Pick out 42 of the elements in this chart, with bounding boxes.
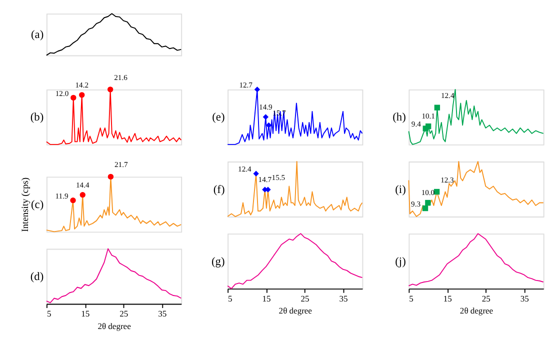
text: (b)	[30, 112, 44, 124]
annotation: 12.0	[55, 88, 69, 98]
x-tick-label: 35	[520, 293, 529, 304]
annotation: 21.6	[114, 72, 128, 82]
x-tick-label: 25	[482, 293, 490, 304]
text: (c)	[31, 198, 44, 211]
x-axis-title: 2θ degree	[460, 306, 494, 316]
annotation: 10.0	[421, 188, 435, 198]
x-tick-label: 5	[409, 293, 414, 304]
annotation: 12.4	[238, 164, 252, 174]
annotation: 9.4	[411, 120, 422, 129]
text: (a)	[31, 29, 44, 42]
annotation: 10.1	[422, 112, 436, 121]
text: (e)	[212, 112, 225, 124]
annotation: 9.3	[411, 199, 421, 208]
x-tick-label: 35	[158, 308, 167, 319]
x-tick-label: 15	[443, 293, 452, 304]
text: (h)	[392, 112, 406, 124]
text: (i)	[395, 184, 406, 196]
x-axis-title: 2θ degree	[278, 306, 312, 316]
annotation: 15.5	[272, 173, 286, 182]
text: (d)	[30, 271, 44, 284]
x-tick-label: 35	[339, 293, 348, 304]
x-tick-label: 25	[300, 293, 310, 304]
annotation: 12.3	[440, 175, 454, 184]
y-axis-title: Intensity (cps)	[20, 177, 31, 232]
annotation: 21.7	[114, 160, 128, 170]
x-tick-label: 5	[228, 293, 232, 304]
annotation: 14.2	[75, 80, 89, 90]
annotation: 14.7	[258, 174, 272, 184]
x-tick-label: 15	[262, 293, 271, 304]
text: (f)	[213, 184, 225, 196]
annotation: 14.9	[259, 102, 273, 112]
x-tick-label: 5	[46, 308, 52, 319]
text: (g)	[211, 256, 225, 268]
x-axis-title: 2θ degree	[98, 320, 132, 331]
annotation: 11.9	[55, 191, 68, 200]
annotation: 12.7	[239, 80, 253, 90]
annotation: 14.4	[76, 180, 90, 190]
x-tick-label: 15	[81, 308, 90, 319]
text: (j)	[395, 256, 406, 268]
x-tick-label: 25	[120, 308, 128, 319]
